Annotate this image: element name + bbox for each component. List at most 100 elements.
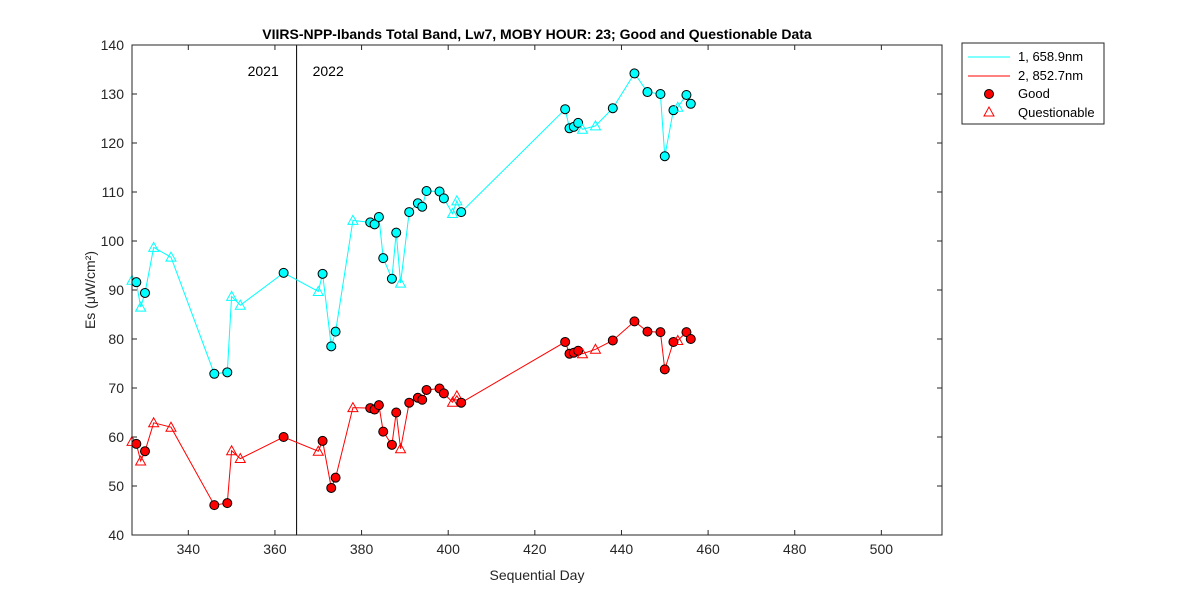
questionable-point (671, 334, 684, 345)
questionable-point (312, 445, 325, 456)
good-point (391, 407, 402, 418)
questionable-point (312, 285, 325, 296)
questionable-point (347, 214, 359, 225)
good-point (659, 151, 670, 162)
y-tick-label: 70 (108, 380, 124, 396)
x-axis-title: Sequential Day (490, 567, 585, 583)
questionable-point (446, 207, 459, 219)
questionable-point (446, 396, 459, 407)
questionable-point (394, 277, 407, 288)
good-point (139, 287, 150, 298)
x-tick-label: 340 (177, 541, 201, 557)
plot-area (132, 45, 942, 535)
good-point (681, 89, 692, 100)
questionable-point (589, 343, 602, 354)
good-point (456, 207, 467, 218)
questionable-point (589, 119, 602, 131)
good-point (330, 326, 341, 337)
x-tick-label: 400 (437, 541, 461, 557)
x-tick-label: 380 (350, 541, 374, 557)
y-tick-label: 90 (108, 282, 124, 298)
good-point (417, 394, 428, 405)
good-point (629, 68, 640, 79)
questionable-point (134, 454, 147, 466)
good-point (278, 432, 289, 442)
legend-questionable-label: Questionable (1018, 105, 1095, 120)
x-tick-label: 500 (870, 541, 894, 557)
questionable-point (451, 389, 463, 401)
good-point (642, 87, 653, 98)
good-point (386, 439, 397, 450)
questionable-point (451, 194, 463, 206)
questionable-point (671, 101, 684, 112)
good-point (404, 397, 415, 408)
x-tick-label: 360 (263, 541, 287, 557)
good-point (222, 498, 233, 509)
x-tick-label: 480 (783, 541, 807, 557)
good-point (378, 426, 389, 437)
questionable-point (134, 301, 147, 312)
good-point (421, 186, 432, 197)
legend-questionable-marker (983, 105, 995, 117)
y-tick-label: 40 (108, 527, 124, 543)
y-tick-label: 50 (108, 478, 124, 494)
good-point (404, 207, 415, 218)
x-tick-label: 440 (610, 541, 634, 557)
good-point (659, 364, 670, 375)
legend-good-label: Good (1018, 86, 1050, 101)
questionable-point (225, 444, 238, 456)
good-point (373, 400, 384, 411)
good-point (326, 341, 337, 352)
y-tick-label: 120 (101, 135, 125, 151)
legend-line1-label: 1, 658.9nm (1018, 49, 1083, 64)
good-point (685, 98, 696, 109)
series-1 (126, 68, 696, 379)
questionable-point (576, 123, 589, 134)
questionable-point (347, 401, 359, 413)
good-point (417, 201, 428, 212)
good-point (330, 472, 341, 483)
questionable-point (225, 290, 238, 301)
questionable-point (394, 442, 407, 454)
good-point (369, 219, 380, 230)
series-2 (126, 316, 696, 511)
good-point (391, 227, 402, 238)
questionable-point (165, 421, 177, 432)
good-point (131, 277, 142, 288)
good-point (378, 253, 389, 264)
legend: 1, 658.9nm 2, 852.7nm Good Questionable (961, 42, 1105, 125)
data-series (126, 68, 696, 511)
good-point (655, 89, 666, 99)
good-point (209, 500, 220, 511)
good-point (278, 267, 289, 278)
good-point (209, 368, 220, 379)
y-axis-title: Es (μW/cm²) (82, 251, 98, 329)
good-point (421, 384, 432, 395)
good-point (560, 104, 571, 115)
good-point (373, 211, 384, 222)
year-label-2022: 2022 (313, 63, 344, 79)
x-tick-label: 420 (523, 541, 547, 557)
axis-ticks: 340 360 380 400 420 440 460 480 500 40 50 60 70 80 90 1… (101, 37, 942, 557)
y-tick-label: 130 (101, 86, 125, 102)
x-tick-label: 460 (696, 541, 720, 557)
good-point (386, 273, 397, 284)
questionable-point (576, 347, 589, 359)
year-label-2021: 2021 (248, 63, 279, 79)
questionable-point (147, 416, 160, 428)
good-point (456, 397, 467, 408)
good-point (560, 336, 571, 347)
legend-line2-label: 2, 852.7nm (1018, 68, 1083, 83)
plot-frame (131, 44, 943, 536)
questionable-point (165, 251, 177, 262)
questionable-point (147, 241, 160, 252)
good-point (668, 336, 679, 347)
good-point (317, 268, 328, 279)
good-point (222, 367, 233, 378)
year-divider: 2021 2022 (248, 45, 344, 535)
y-tick-label: 110 (102, 184, 125, 200)
good-point (438, 388, 449, 399)
y-tick-label: 80 (108, 331, 124, 347)
